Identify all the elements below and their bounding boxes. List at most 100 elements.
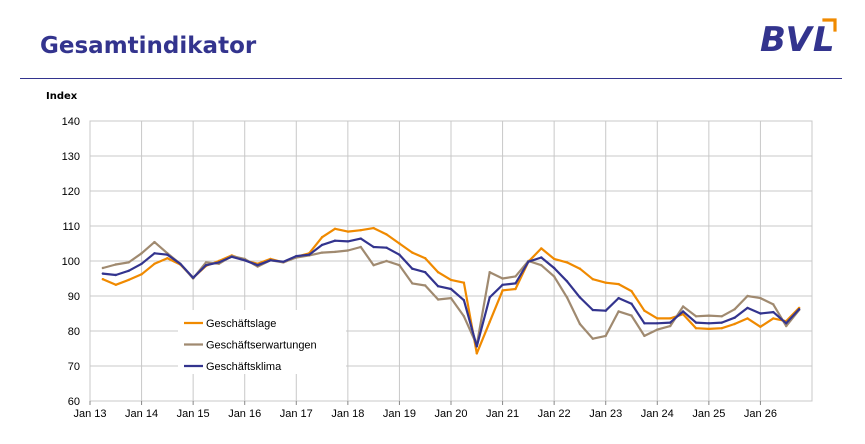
- data-point: [346, 249, 350, 252]
- legend-label: Geschäftserwartungen: [206, 340, 317, 352]
- data-point: [385, 233, 388, 236]
- data-point: [552, 266, 556, 270]
- x-tick-label: Jan 13: [73, 408, 106, 420]
- data-point: [462, 281, 466, 284]
- x-tick-label: Jan 22: [538, 408, 571, 420]
- data-point: [565, 280, 569, 283]
- data-point: [707, 327, 711, 331]
- logo-text: BVL: [760, 20, 836, 60]
- data-point: [785, 322, 788, 325]
- data-point: [772, 303, 775, 306]
- x-tick-label: Jan 14: [125, 408, 158, 420]
- data-point: [591, 337, 595, 340]
- data-point: [707, 314, 711, 317]
- bvl-logo: BVL: [760, 14, 842, 60]
- data-point: [707, 322, 711, 325]
- data-point: [269, 259, 272, 262]
- data-point: [153, 262, 156, 265]
- y-tick-label: 120: [62, 186, 80, 198]
- data-point: [578, 296, 582, 299]
- data-point: [514, 287, 517, 291]
- x-tick-label: Jan 24: [641, 408, 674, 420]
- data-point: [681, 305, 685, 308]
- data-point: [346, 240, 350, 243]
- data-point: [282, 260, 285, 263]
- data-point: [256, 264, 259, 267]
- data-point: [385, 259, 388, 263]
- y-axis-label: Index: [46, 91, 78, 102]
- data-point: [630, 314, 633, 317]
- data-point: [578, 322, 582, 326]
- data-point: [720, 315, 723, 318]
- data-point: [668, 321, 672, 324]
- data-point: [217, 261, 221, 264]
- data-point: [694, 327, 698, 330]
- y-tick-label: 100: [62, 256, 80, 268]
- data-point: [488, 271, 491, 274]
- data-point: [127, 261, 130, 264]
- data-point: [398, 253, 401, 256]
- data-point: [643, 334, 646, 338]
- data-point: [140, 273, 143, 276]
- data-point: [114, 263, 117, 266]
- data-point: [694, 321, 698, 324]
- data-point: [359, 245, 362, 249]
- data-point: [424, 271, 427, 274]
- data-point: [153, 240, 156, 244]
- data-point: [166, 253, 169, 256]
- logo-mark-icon: [822, 18, 837, 32]
- data-point: [591, 278, 595, 281]
- data-point: [772, 310, 775, 314]
- y-tick-label: 70: [68, 361, 80, 373]
- data-point: [630, 302, 633, 305]
- data-point: [552, 275, 556, 278]
- data-point: [320, 251, 324, 254]
- data-point: [333, 227, 337, 230]
- chart-title: Gesamtindikator: [40, 33, 257, 59]
- data-point: [759, 312, 762, 315]
- x-tick-label: Jan 20: [434, 408, 467, 420]
- data-point: [449, 296, 453, 300]
- data-point: [578, 267, 582, 270]
- data-point: [475, 345, 478, 348]
- header-divider: [20, 78, 842, 79]
- data-point: [127, 269, 130, 272]
- data-point: [320, 243, 324, 247]
- y-tick-label: 130: [62, 151, 80, 163]
- data-point: [656, 328, 659, 331]
- data-point: [372, 226, 375, 230]
- data-point: [759, 325, 762, 328]
- x-tick-label: Jan 18: [331, 408, 364, 420]
- data-point: [720, 327, 723, 330]
- data-point: [514, 282, 517, 285]
- data-point: [372, 245, 375, 249]
- data-point: [449, 287, 453, 291]
- data-point: [656, 317, 659, 320]
- data-point: [681, 313, 685, 316]
- data-point: [140, 262, 143, 265]
- data-point: [552, 257, 556, 261]
- data-point: [475, 352, 478, 355]
- data-point: [436, 271, 440, 274]
- x-tick-labels: Jan 13 Jan 14 Jan 15 Jan 16 Jan 17 Jan 18 Jan …: [73, 408, 776, 420]
- data-point: [656, 322, 659, 325]
- data-point: [191, 276, 195, 279]
- data-point: [733, 316, 736, 319]
- y-tick-label: 140: [62, 116, 80, 128]
- data-point: [140, 252, 143, 255]
- data-point: [501, 289, 504, 292]
- x-tick-label: Jan 19: [383, 408, 416, 420]
- data-point: [295, 254, 298, 258]
- data-point: [320, 236, 324, 239]
- data-point: [527, 260, 530, 263]
- data-point: [333, 239, 337, 242]
- data-point: [114, 283, 117, 286]
- data-point: [398, 264, 401, 267]
- data-point: [179, 262, 182, 265]
- x-tick-label: Jan 21: [486, 408, 519, 420]
- y-tick-labels: 60 70 80 90 100 110 120 130 140: [62, 116, 80, 408]
- data-point: [681, 310, 685, 313]
- data-point: [114, 273, 117, 277]
- data-point: [604, 334, 607, 338]
- data-point: [333, 250, 337, 254]
